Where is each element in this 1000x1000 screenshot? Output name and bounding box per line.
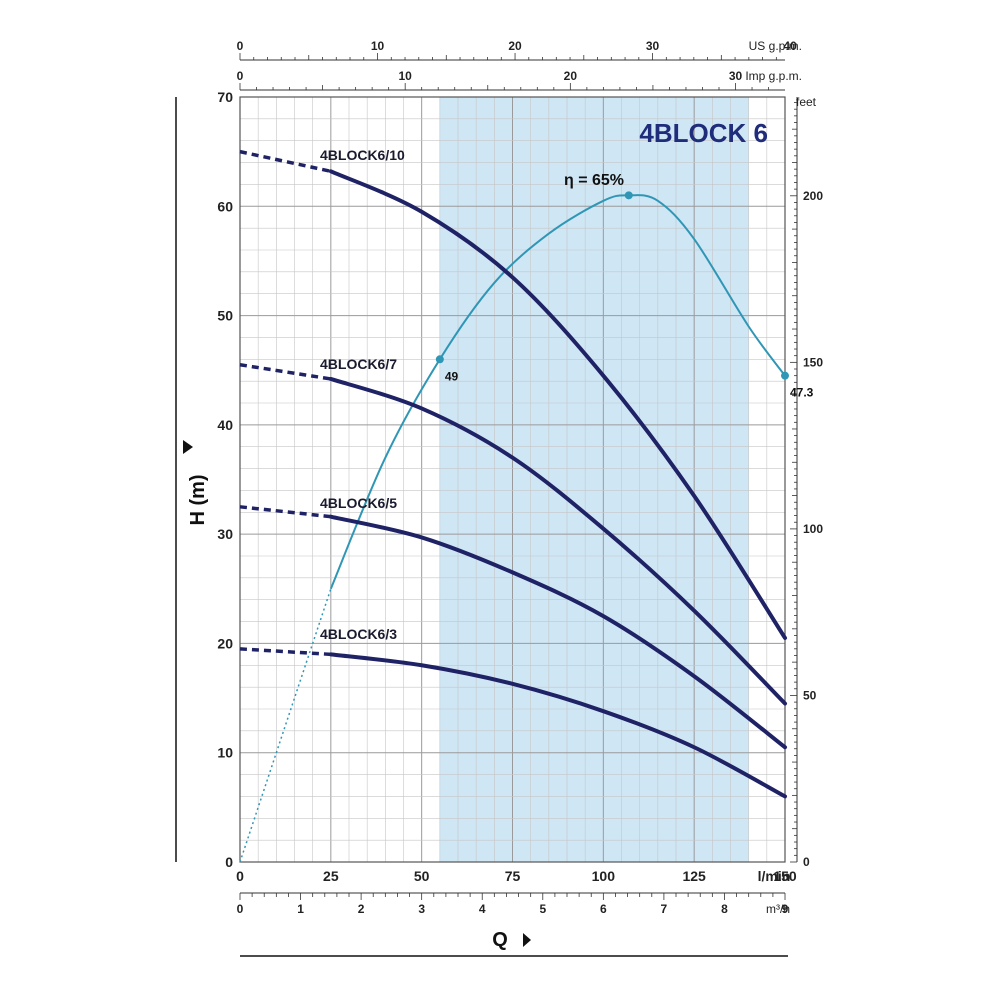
feet-tick-label: 150 (803, 355, 823, 369)
m3h-tick-label: 0 (237, 902, 244, 916)
m3h-unit-label: m³/h (766, 902, 790, 916)
series-label: 4BLOCK6/10 (320, 147, 405, 163)
us-gpm-tick-label: 40 (783, 39, 797, 53)
y-axis-arrow-icon (183, 440, 193, 454)
series-4block6-5-line (328, 514, 787, 750)
x-axis-label: Q (492, 929, 508, 951)
y-tick-label: 50 (217, 308, 233, 324)
imp-gpm-tick-label: 10 (398, 69, 412, 83)
m3h-tick-label: 7 (661, 902, 668, 916)
series-4block6-5-dashed (239, 505, 332, 519)
y-tick-label: 30 (217, 526, 233, 542)
y-tick-label: 60 (217, 198, 233, 214)
m3h-tick-label: 6 (600, 902, 607, 916)
y-tick-label: 70 (217, 89, 233, 105)
us-gpm-tick-label: 30 (646, 39, 660, 53)
feet-tick-label: 100 (803, 522, 823, 536)
feet-tick-label: 0 (803, 855, 810, 869)
imp-gpm-unit-label: Imp g.p.m. (745, 69, 802, 83)
x-tick-label: 150 (773, 868, 797, 884)
us-gpm-tick-label: 0 (237, 39, 244, 53)
us-gpm-tick-label: 20 (508, 39, 522, 53)
x-tick-label: 25 (323, 868, 339, 884)
y-tick-label: 10 (217, 745, 233, 761)
efficiency-curve-dashed (239, 588, 332, 863)
efficiency-marker (781, 371, 789, 380)
y-axis-label: H (m) (187, 474, 209, 525)
imp-gpm-tick-label: 0 (237, 69, 244, 83)
y-tick-label: 0 (225, 854, 233, 870)
feet-tick-label: 50 (803, 688, 817, 702)
efficiency-marker (624, 191, 633, 200)
efficiency-label: η = 65% (564, 172, 624, 189)
x-tick-label: 75 (505, 868, 521, 884)
chart-title: 4BLOCK 6 (639, 118, 768, 148)
efficiency-marker-label: 47.3 (790, 386, 814, 400)
series-label: 4BLOCK6/5 (320, 495, 397, 511)
series-layer (239, 149, 789, 863)
x-unit-label: l/min (758, 868, 791, 884)
x-tick-label: 50 (414, 868, 430, 884)
m3h-tick-label: 8 (721, 902, 728, 916)
m3h-tick-label: 4 (479, 902, 486, 916)
m3h-tick-label: 9 (782, 902, 789, 916)
series-label: 4BLOCK6/3 (320, 626, 397, 642)
us-gpm-tick-label: 10 (371, 39, 385, 53)
feet-unit-label: feet (796, 95, 817, 109)
x-tick-label: 125 (682, 868, 706, 884)
x-axis-arrow-icon (523, 933, 531, 947)
x-tick-label: 100 (592, 868, 616, 884)
m3h-tick-label: 3 (418, 902, 425, 916)
y-tick-label: 40 (217, 417, 233, 433)
imp-gpm-tick-label: 20 (564, 69, 578, 83)
series-4block6-10-line (328, 169, 787, 640)
feet-tick-label: 200 (803, 189, 823, 203)
m3h-tick-label: 5 (539, 902, 546, 916)
series-4block6-3-dashed (239, 647, 331, 657)
m3h-tick-label: 1 (297, 902, 304, 916)
recommended-range-band (439, 97, 749, 862)
background-layer (439, 97, 749, 862)
efficiency-curve (329, 194, 786, 590)
imp-gpm-tick-label: 30 (729, 69, 743, 83)
series-4block6-3-line (328, 652, 787, 799)
plot-frame (239, 96, 786, 863)
label-layer: 49 47.3 η = 65% 4BLOCK6/10 4BLOCK6/7 4BLOCK6/… (320, 147, 814, 642)
series-4block6-7-dashed (239, 363, 332, 381)
y-tick-label: 20 (217, 635, 233, 651)
series-4block6-7-line (328, 376, 787, 706)
m3h-tick-label: 2 (358, 902, 365, 916)
x-tick-label: 0 (236, 868, 244, 884)
efficiency-marker (435, 355, 444, 364)
series-label: 4BLOCK6/7 (320, 356, 397, 372)
us-gpm-unit-label: US g.p.m. (749, 39, 802, 53)
series-4block6-10-dashed (239, 149, 332, 174)
efficiency-marker-label: 49 (445, 369, 459, 383)
